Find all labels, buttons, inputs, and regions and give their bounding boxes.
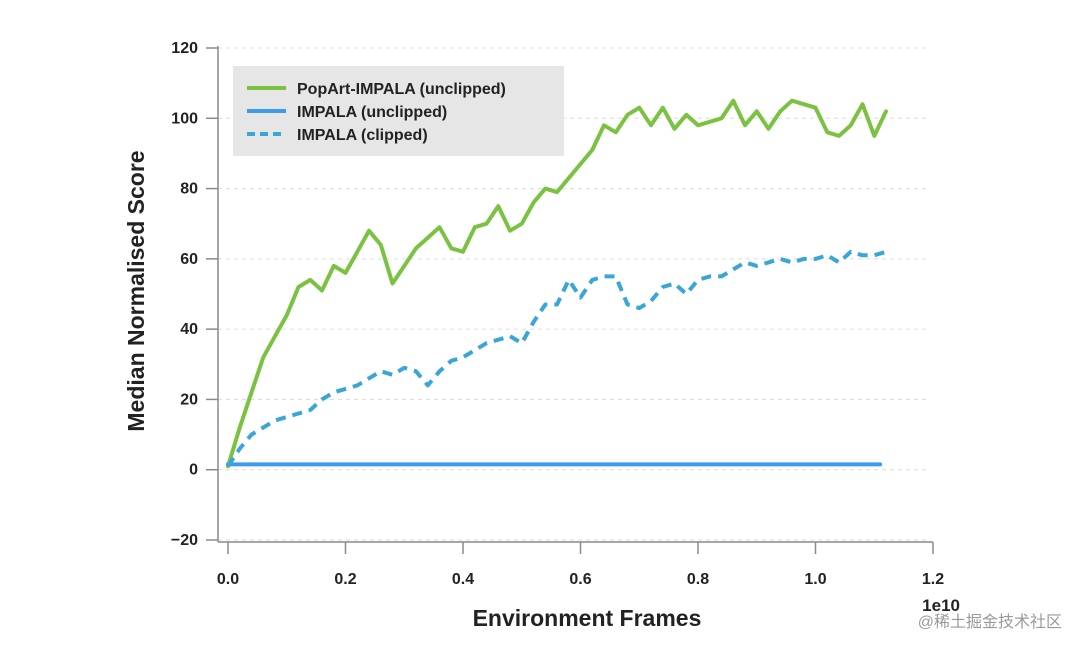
x-axis-title: Environment Frames bbox=[473, 605, 702, 631]
y-tick-label: 60 bbox=[180, 251, 198, 268]
x-axis-exponent: 1e10 bbox=[922, 596, 960, 615]
legend: PopArt-IMPALA (unclipped) IMPALA (unclipp… bbox=[233, 66, 564, 156]
series-lines bbox=[226, 98, 888, 469]
y-tick-label: 100 bbox=[171, 110, 198, 127]
watermark: @稀土掘金技术社区 bbox=[918, 613, 1062, 631]
x-axis-ticks: 0.0 0.2 0.4 0.6 0.8 1.0 1.2 bbox=[217, 542, 944, 588]
legend-box bbox=[233, 66, 564, 156]
x-tick-label: 0.4 bbox=[452, 571, 474, 588]
y-tick-label: 20 bbox=[180, 391, 198, 408]
y-axis-title: Median Normalised Score bbox=[123, 150, 149, 431]
x-tick-label: 1.0 bbox=[804, 571, 826, 588]
y-tick-label: 80 bbox=[180, 181, 198, 198]
x-tick-label: 0.2 bbox=[334, 571, 356, 588]
x-tick-label: 0.8 bbox=[687, 571, 709, 588]
grid-lines bbox=[218, 47, 930, 541]
series-line-2 bbox=[226, 249, 887, 468]
legend-label: IMPALA (clipped) bbox=[297, 127, 428, 144]
y-tick-label: 40 bbox=[180, 321, 198, 338]
legend-label: IMPALA (unclipped) bbox=[297, 104, 447, 121]
series-line-0 bbox=[226, 98, 888, 469]
y-tick-label: 0 bbox=[189, 462, 198, 479]
legend-label: PopArt-IMPALA (unclipped) bbox=[297, 81, 506, 98]
y-tick-label: −20 bbox=[171, 532, 198, 549]
y-tick-label: 120 bbox=[171, 40, 198, 57]
x-tick-label: 0.6 bbox=[569, 571, 591, 588]
y-axis-ticks: 120 100 80 60 40 20 0 −20 bbox=[171, 40, 218, 549]
axes bbox=[217, 46, 933, 543]
x-tick-label: 0.0 bbox=[217, 571, 239, 588]
x-tick-label: 1.2 bbox=[922, 571, 944, 588]
